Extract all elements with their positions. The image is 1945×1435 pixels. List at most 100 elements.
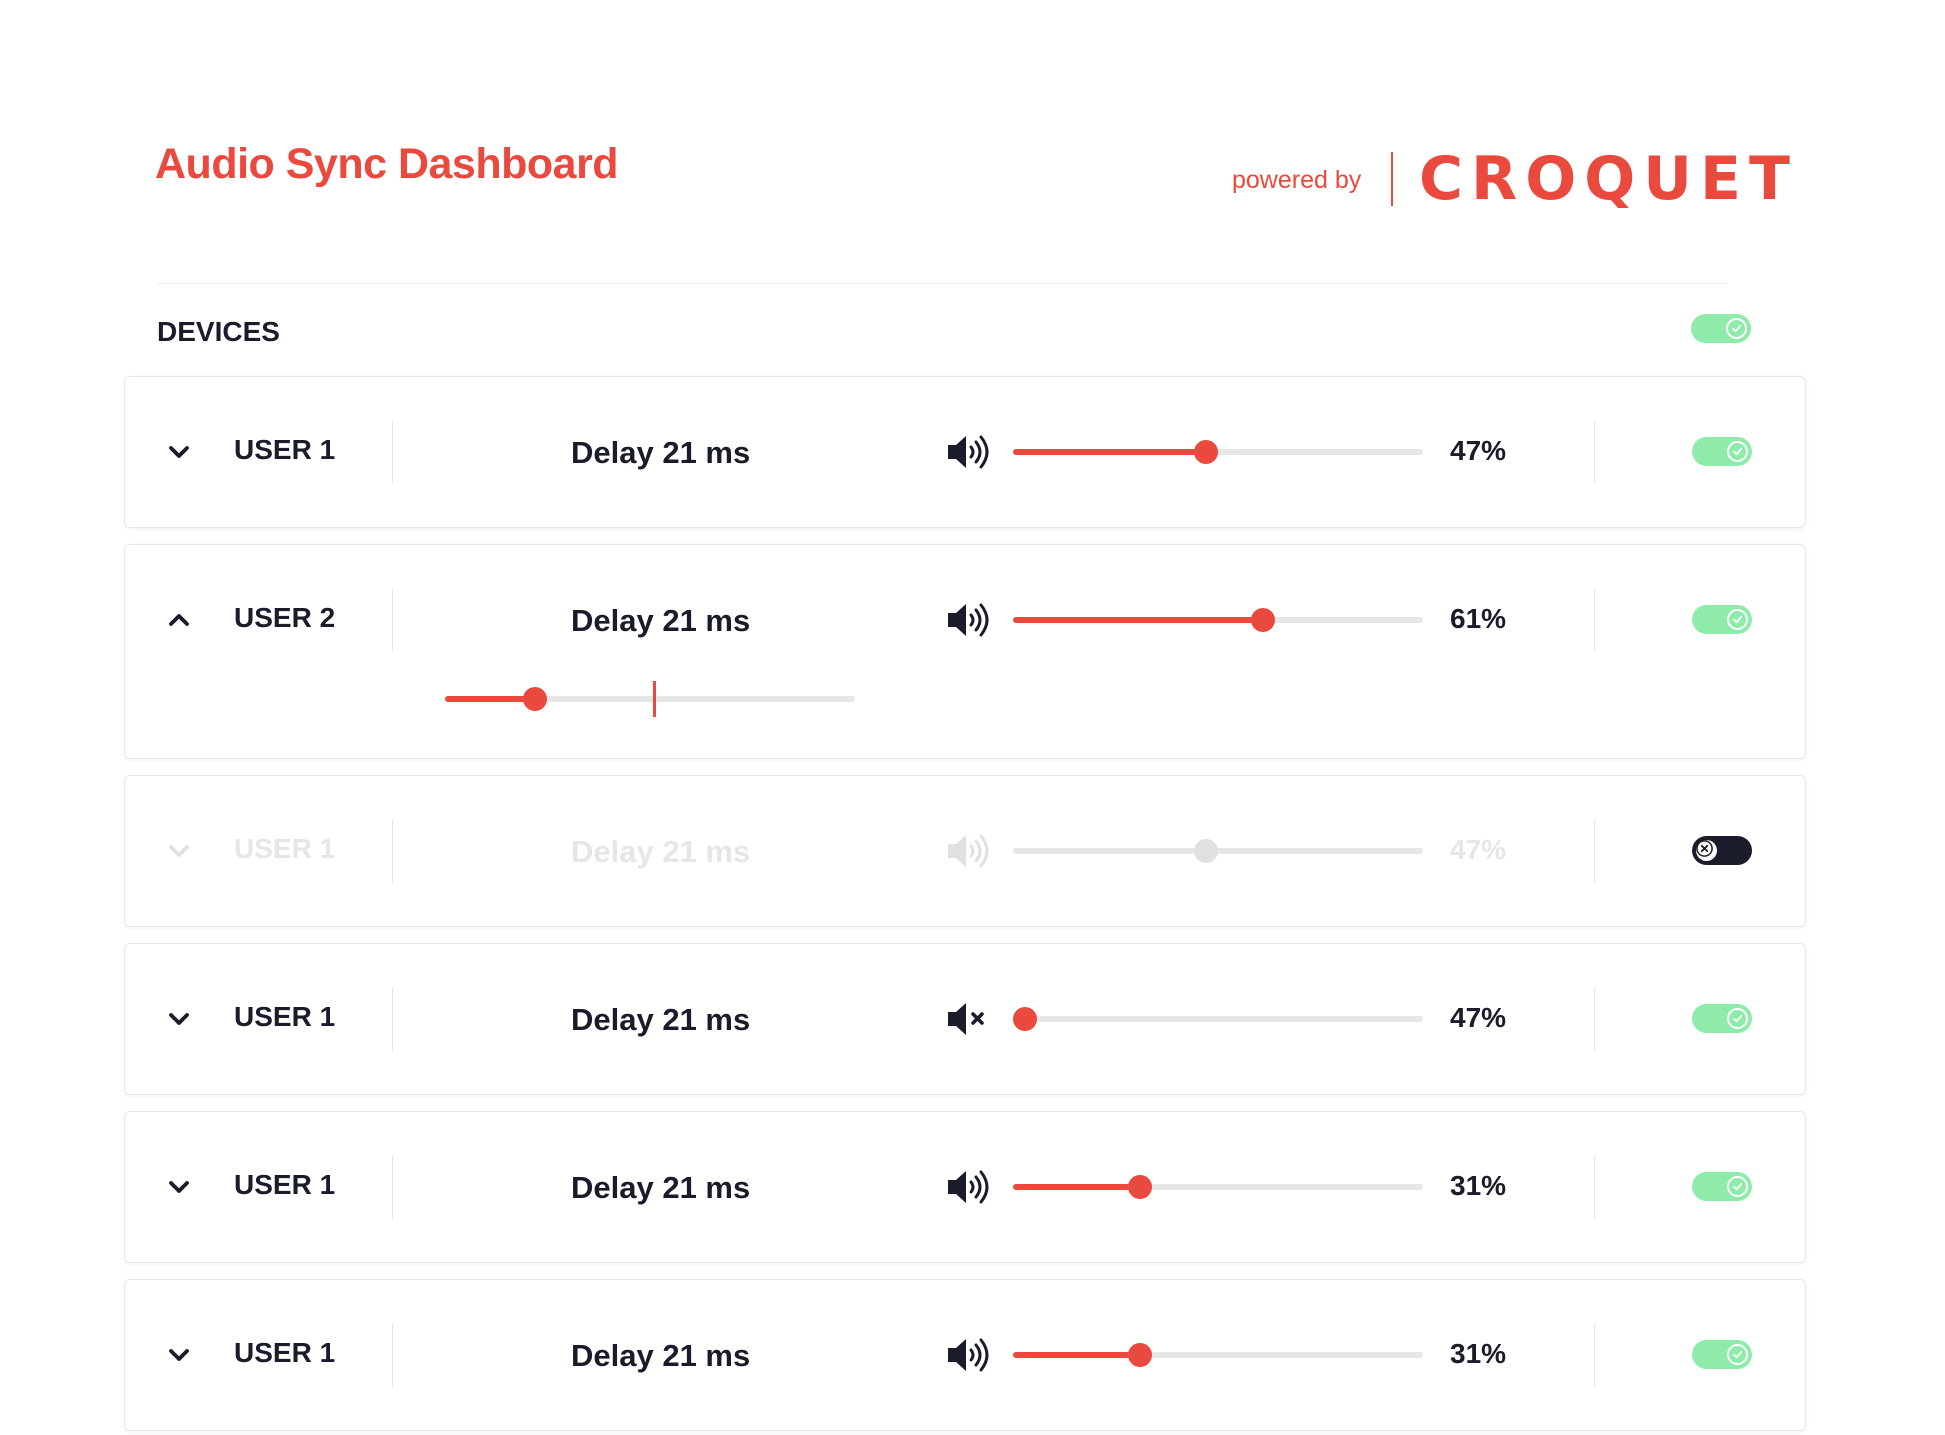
device-name: USER 1 (234, 1337, 336, 1368)
toggle-knob (1727, 441, 1748, 462)
volume-slider[interactable] (1013, 1175, 1423, 1199)
device-name: USER 1 (234, 1001, 336, 1032)
device-enable-toggle[interactable] (1692, 1340, 1752, 1369)
close-icon (1696, 840, 1713, 857)
volume-percent: 61% (1450, 603, 1507, 634)
chevron-up-icon[interactable] (165, 606, 193, 634)
column-divider (1594, 1323, 1595, 1387)
volume-slider-thumb[interactable] (1251, 608, 1276, 632)
device-card: USER 1 Delay 21 ms 47% (124, 943, 1806, 1095)
column-divider (1594, 588, 1595, 652)
header-divider (1391, 152, 1393, 206)
speaker-icon[interactable] (945, 432, 995, 472)
column-divider (392, 1155, 393, 1219)
volume-slider-thumb[interactable] (1193, 440, 1218, 464)
delay-label: Delay 21 ms (571, 1002, 751, 1037)
check-icon (1733, 615, 1743, 624)
device-row: USER 1 Delay 21 ms 47% (125, 377, 1805, 527)
header: Audio Sync Dashboard powered by CROQUET (155, 140, 1790, 230)
volume-slider-fill (1013, 617, 1264, 623)
devices-master-toggle[interactable] (1691, 314, 1751, 343)
delay-label: Delay 21 ms (571, 435, 751, 470)
column-divider (392, 420, 393, 484)
chevron-down-icon[interactable] (165, 1005, 193, 1033)
speaker-icon[interactable] (945, 1167, 995, 1207)
check-icon (1732, 324, 1742, 333)
device-name: USER 1 (234, 833, 336, 864)
volume-percent: 31% (1450, 1170, 1507, 1201)
volume-slider-fill (1013, 1352, 1141, 1358)
device-card: USER 1 Delay 21 ms 47% (124, 775, 1806, 927)
device-card: USER 2 Delay 21 ms 61% (124, 544, 1806, 759)
device-name: USER 1 (234, 434, 336, 465)
croquet-logo: CROQUET (1419, 144, 1798, 214)
device-card: USER 1 Delay 21 ms 47% (124, 376, 1806, 528)
device-row: USER 1 Delay 21 ms 47% (125, 944, 1805, 1094)
volume-percent: 47% (1450, 435, 1507, 466)
column-divider (1594, 420, 1595, 484)
device-enable-toggle[interactable] (1692, 437, 1752, 466)
volume-percent: 47% (1450, 834, 1507, 865)
chevron-down-icon[interactable] (165, 438, 193, 466)
device-enable-toggle[interactable] (1692, 1004, 1752, 1033)
column-divider (392, 987, 393, 1051)
volume-slider-thumb[interactable] (1128, 1175, 1153, 1199)
device-name: USER 2 (234, 602, 336, 633)
device-card: USER 1 Delay 21 ms 31% (124, 1279, 1806, 1431)
device-enable-toggle[interactable] (1692, 836, 1752, 865)
volume-slider[interactable] (1013, 839, 1423, 863)
toggle-knob (1727, 609, 1748, 630)
volume-slider[interactable] (1013, 608, 1423, 632)
delay-sync-marker (653, 681, 657, 717)
delay-label: Delay 21 ms (571, 834, 751, 869)
delay-label: Delay 21 ms (571, 603, 751, 638)
column-divider (392, 1323, 393, 1387)
device-row: USER 1 Delay 21 ms 47% (125, 776, 1805, 926)
volume-percent: 47% (1450, 1002, 1507, 1033)
volume-slider-fill (1013, 848, 1206, 854)
powered-by-label: powered by (1232, 166, 1362, 194)
volume-slider-thumb[interactable] (1013, 1007, 1038, 1031)
device-name: USER 1 (234, 1169, 336, 1200)
header-rule (157, 283, 1727, 284)
check-icon (1733, 1014, 1743, 1023)
devices-heading: DEVICES (157, 316, 280, 347)
master-toggle-switch[interactable] (1691, 314, 1751, 343)
toggle-knob (1727, 1008, 1748, 1029)
toggle-knob (1696, 840, 1717, 861)
volume-slider-thumb[interactable] (1193, 839, 1218, 863)
column-divider (392, 819, 393, 883)
device-row: USER 2 Delay 21 ms 61% (125, 545, 1805, 695)
page-title: Audio Sync Dashboard (155, 140, 619, 188)
volume-slider[interactable] (1013, 1343, 1423, 1367)
device-card: USER 1 Delay 21 ms 31% (124, 1111, 1806, 1263)
volume-percent: 31% (1450, 1338, 1507, 1369)
chevron-down-icon[interactable] (165, 1173, 193, 1201)
volume-slider[interactable] (1013, 440, 1423, 464)
check-icon (1733, 1350, 1743, 1359)
chevron-down-icon[interactable] (165, 1341, 193, 1369)
speaker-icon[interactable] (945, 1335, 995, 1375)
check-icon (1733, 447, 1743, 456)
volume-slider-thumb[interactable] (1128, 1343, 1153, 1367)
device-enable-toggle[interactable] (1692, 605, 1752, 634)
speaker-muted-icon[interactable] (945, 999, 995, 1039)
column-divider (1594, 987, 1595, 1051)
volume-slider-fill (1013, 449, 1206, 455)
speaker-icon[interactable] (945, 600, 995, 640)
column-divider (392, 588, 393, 652)
device-row: USER 1 Delay 21 ms 31% (125, 1280, 1805, 1430)
volume-slider[interactable] (1013, 1007, 1423, 1031)
delay-label: Delay 21 ms (571, 1170, 751, 1205)
column-divider (1594, 819, 1595, 883)
chevron-down-icon[interactable] (165, 837, 193, 865)
delay-label: Delay 21 ms (571, 1338, 751, 1373)
speaker-icon[interactable] (945, 831, 995, 871)
check-icon (1733, 1182, 1743, 1191)
device-row: USER 1 Delay 21 ms 31% (125, 1112, 1805, 1262)
delay-slider-thumb[interactable] (523, 687, 548, 711)
device-enable-toggle[interactable] (1692, 1172, 1752, 1201)
toggle-knob (1726, 318, 1747, 339)
volume-slider-fill (1013, 1184, 1141, 1190)
delay-slider[interactable] (445, 681, 855, 717)
